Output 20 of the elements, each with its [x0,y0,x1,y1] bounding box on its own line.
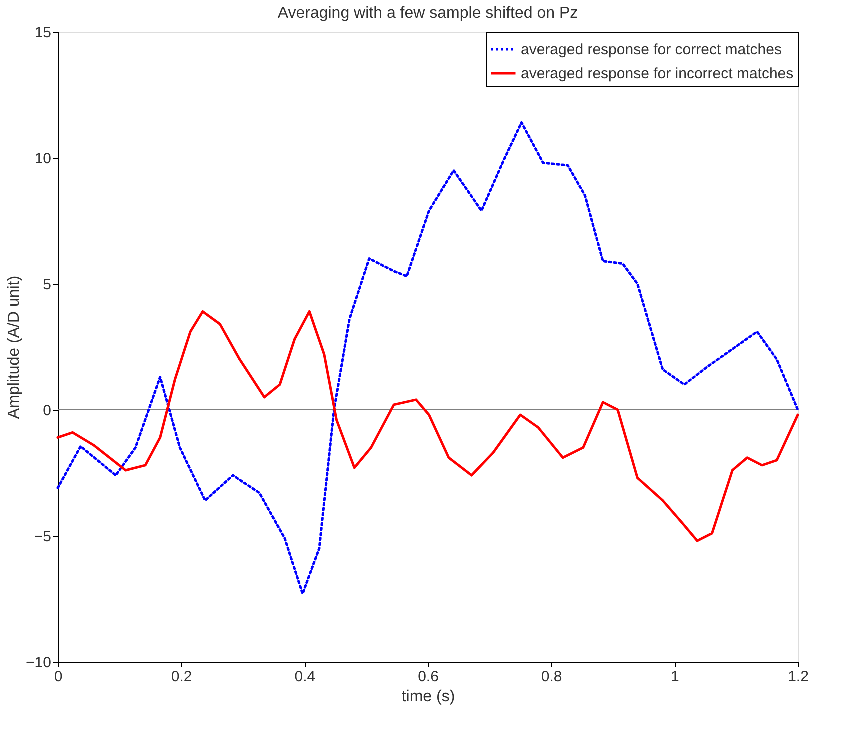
y-tick-label: 5 [43,276,52,294]
x-tick-label: 0.6 [418,668,439,686]
legend-label: averaged response for correct matches [521,42,782,58]
x-tick-label: 0 [54,668,63,686]
legend-label: averaged response for incorrect matches [521,66,794,82]
y-tick-label: −5 [34,528,52,546]
line-series [56,310,800,542]
x-tick-label: 0.2 [171,668,192,686]
line-series [56,121,800,596]
x-tick-label: 0.8 [541,668,562,686]
y-tick-label: −10 [26,654,52,672]
y-axis-title: Amplitude (A/D unit) [6,276,24,420]
x-axis-title: time (s) [402,688,456,706]
x-tick-label: 1 [670,668,680,686]
y-tick-label: 15 [34,24,52,42]
y-tick-label: 10 [34,150,52,168]
x-tick-label: 1.2 [788,668,809,686]
y-tick-label: 0 [43,402,52,420]
chart-title: Averaging with a few sample shifted on Pz [278,5,578,22]
x-tick-label: 0.4 [294,668,316,686]
